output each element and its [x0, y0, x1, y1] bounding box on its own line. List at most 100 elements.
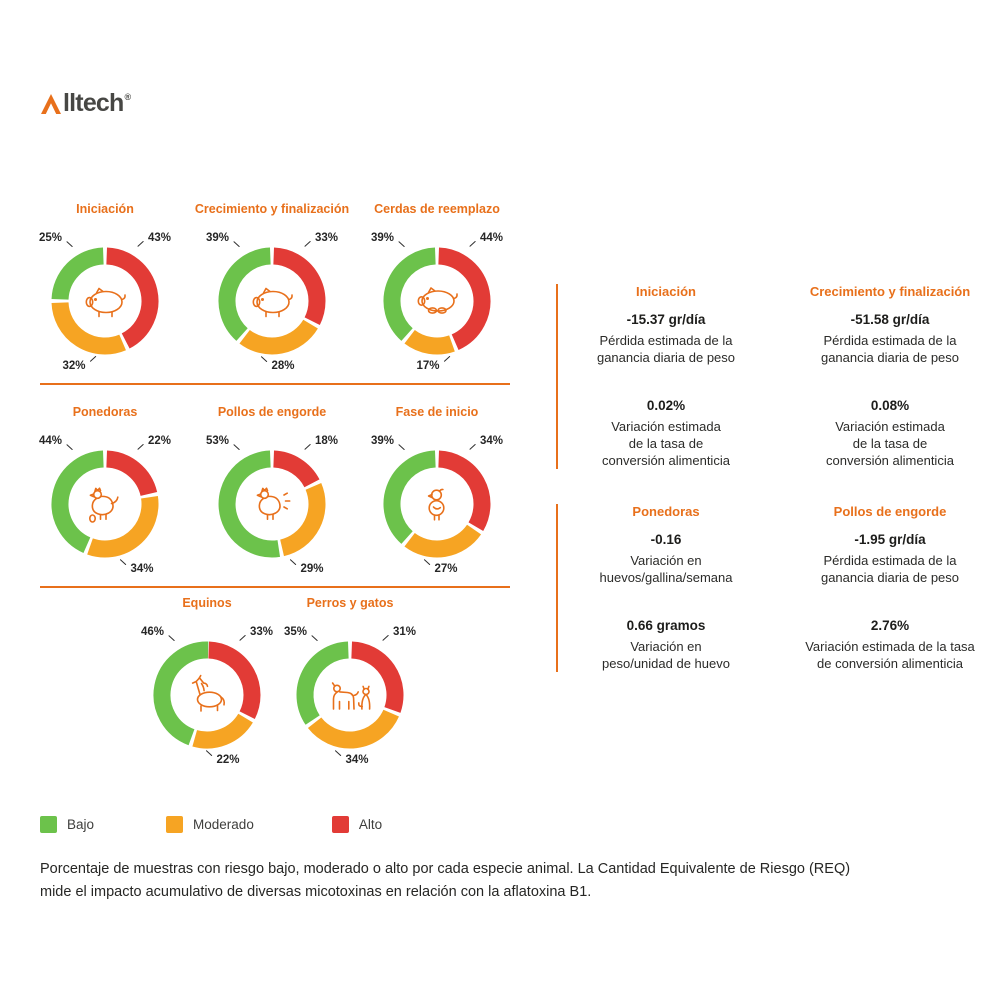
segment-bajo	[218, 450, 281, 558]
donut-chart-perros-y-gatos: Perros y gatos 35% 31% 34%	[262, 596, 438, 778]
species-impact-section: Ponedoras -0.16 Variación en huevos/gallin…	[576, 504, 756, 672]
donut-chart-fase-de-inicio: Fase de inicio 39% 34% 27%	[349, 405, 525, 587]
pig-icon	[252, 287, 293, 318]
stat-desc: Pérdida estimada de la ganancia diaria d…	[596, 333, 736, 365]
segment-moderado	[239, 319, 318, 355]
donut-ring	[51, 450, 159, 558]
segment-moderado	[404, 524, 482, 558]
pig-icon	[85, 287, 126, 318]
segment-bajo	[218, 247, 272, 341]
donut-wrap: 39% 33% 28%	[184, 222, 360, 384]
species-impact-section: Crecimiento y finalización -51.58 gr/día P…	[782, 284, 998, 469]
impact-stat: -1.95 gr/día Pérdida estimada de la ganan…	[782, 532, 998, 586]
section-divider	[40, 383, 510, 385]
species-impact-section: Iniciación -15.37 gr/día Pérdida estimada …	[576, 284, 756, 469]
stat-value: -0.16	[650, 532, 682, 547]
donut-wrap: 25% 43% 32%	[17, 222, 193, 384]
moderate-pct-label: 32%	[62, 355, 97, 372]
moderate-pct-label: 34%	[334, 749, 369, 766]
donut-wrap: 39% 44% 17%	[349, 222, 525, 384]
chart-title: Ponedoras	[72, 405, 138, 419]
segment-bajo	[383, 450, 437, 544]
segment-alto	[105, 450, 158, 497]
chart-title: Equinos	[182, 596, 232, 610]
dog-cat-icon	[331, 682, 371, 710]
high-pct-label: 33%	[239, 626, 273, 642]
alltech-logo: lltech ®	[40, 90, 131, 116]
segment-moderado	[87, 495, 159, 558]
impact-stat: -0.16 Variación en huevos/gallina/semana	[576, 532, 756, 586]
horse-icon	[191, 674, 225, 712]
chart-title: Pollos de engorde	[217, 405, 327, 419]
species-impact-section: Pollos de engorde -1.95 gr/día Pérdida est…	[782, 504, 998, 672]
stat-value: 0.02%	[646, 398, 686, 413]
details-group: Iniciación -15.37 gr/día Pérdida estimada …	[556, 284, 998, 469]
stat-desc: Variación en huevos/gallina/semana	[599, 553, 733, 585]
donut-ring	[296, 641, 404, 749]
legend-item-moderado: Moderado	[166, 816, 254, 833]
segment-moderado	[307, 709, 399, 749]
segment-alto	[207, 641, 261, 719]
hen-icon	[89, 487, 119, 523]
donut-ring	[51, 247, 159, 355]
donut-ring	[218, 247, 326, 355]
legend-label: Alto	[358, 817, 383, 832]
segment-bajo	[51, 450, 105, 553]
high-pct-label: 22%	[137, 435, 171, 451]
species-title: Ponedoras	[632, 504, 700, 519]
chart-title: Perros y gatos	[306, 596, 394, 610]
high-pct-label: 43%	[137, 232, 171, 248]
risk-legend: Bajo Moderado Alto	[40, 816, 382, 833]
stat-value: -51.58 gr/día	[850, 312, 930, 327]
segment-moderado	[279, 483, 326, 557]
low-pct-label: 39%	[371, 232, 405, 248]
chicken-icon	[256, 487, 291, 520]
segment-alto	[437, 247, 491, 350]
donut-wrap: 35% 31% 34%	[262, 616, 438, 778]
section-divider	[40, 586, 510, 588]
impact-stat: 0.02% Variación estimada de la tasa de co…	[576, 398, 756, 469]
legend-swatch	[331, 816, 349, 833]
registered-mark: ®	[124, 92, 132, 102]
low-pct-label: 44%	[39, 435, 73, 451]
donut-wrap: 46% 33% 22%	[119, 616, 295, 778]
low-pct-label: 39%	[206, 232, 240, 248]
segment-bajo	[153, 641, 209, 746]
low-pct-label: 35%	[284, 626, 318, 642]
stat-value: 0.66 gramos	[626, 618, 706, 633]
moderate-pct-label: 29%	[289, 558, 324, 575]
stat-value: 0.08%	[870, 398, 910, 413]
high-pct-label: 44%	[469, 232, 503, 248]
stat-desc: Variación estimada de la tasa de convers…	[602, 419, 730, 468]
details-group: Ponedoras -0.16 Variación en huevos/gallin…	[556, 504, 998, 672]
high-pct-label: 31%	[382, 626, 416, 642]
segment-bajo	[383, 247, 437, 341]
impact-stat: 2.76% Variación estimada de la tasa de co…	[782, 618, 998, 672]
moderate-pct-label: 22%	[205, 749, 240, 766]
stat-desc: Variación estimada de la tasa de convers…	[826, 419, 954, 468]
low-pct-label: 53%	[206, 435, 240, 451]
donut-chart-ponedoras: Ponedoras 44% 22% 34%	[17, 405, 193, 587]
legend-label: Bajo	[67, 817, 95, 832]
moderate-pct-label: 28%	[260, 355, 295, 372]
donut-ring	[383, 247, 491, 355]
species-title: Crecimiento y finalización	[809, 284, 971, 299]
stat-desc: Pérdida estimada de la ganancia diaria d…	[820, 553, 960, 585]
moderate-pct-label: 34%	[119, 558, 154, 575]
segment-moderado	[192, 713, 253, 749]
donut-wrap: 44% 22% 34%	[17, 425, 193, 587]
legend-label: Moderado	[193, 817, 254, 832]
low-pct-label: 46%	[141, 626, 175, 642]
low-pct-label: 25%	[39, 232, 73, 248]
donut-ring	[383, 450, 491, 558]
segment-alto	[105, 247, 159, 349]
donut-wrap: 39% 34% 27%	[349, 425, 525, 587]
donut-chart-iniciaci-n: Iniciación 25% 43% 32%	[17, 202, 193, 384]
segment-bajo	[51, 247, 105, 301]
donut-chart-crecimiento-y-finalizaci-n: Crecimiento y finalización 39% 33% 28%	[184, 202, 360, 384]
sow-icon	[417, 287, 458, 314]
legend-item-alto: Alto	[331, 816, 383, 833]
segment-alto	[272, 450, 320, 488]
